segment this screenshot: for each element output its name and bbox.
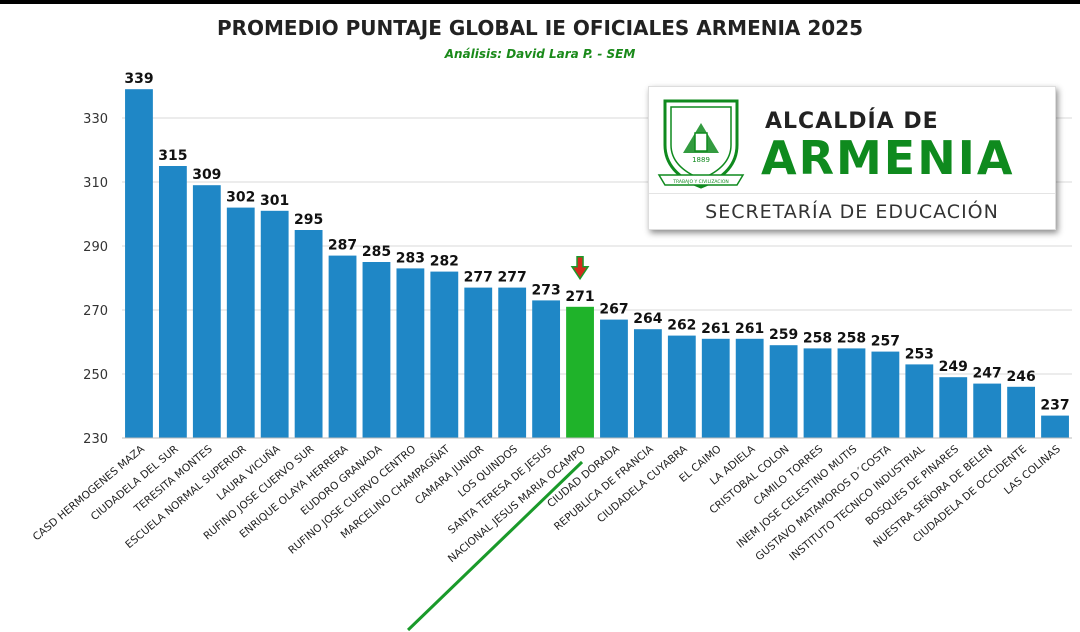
bar	[769, 345, 798, 438]
data-label: 271	[565, 289, 594, 305]
chart-subtitle: Análisis: David Lara P. - SEM	[444, 47, 636, 61]
data-label: 301	[260, 193, 289, 209]
y-tick-label: 250	[83, 368, 108, 383]
data-label: 261	[701, 321, 730, 337]
logo-line2: ARMENIA	[761, 131, 1015, 185]
y-tick-label: 290	[83, 240, 108, 255]
bar	[498, 287, 527, 438]
bar	[362, 262, 391, 438]
arrow-down-icon	[570, 256, 590, 281]
bar	[837, 348, 866, 438]
bar	[600, 319, 628, 438]
data-label: 282	[430, 254, 459, 270]
logo-divider	[649, 193, 1055, 194]
data-label: 339	[124, 71, 153, 87]
data-label: 257	[871, 334, 900, 350]
data-label: 287	[328, 238, 357, 254]
bar	[905, 364, 934, 438]
data-label: 237	[1040, 398, 1069, 414]
data-label: 277	[464, 270, 493, 286]
data-label: 247	[973, 366, 1002, 382]
data-label: 273	[531, 282, 560, 298]
data-label: 283	[396, 250, 425, 266]
data-label: 253	[905, 346, 934, 362]
highlight-underline	[406, 460, 584, 632]
bar	[1007, 386, 1036, 438]
bar-highlight	[566, 306, 594, 438]
data-label: 309	[192, 167, 221, 183]
bar	[803, 348, 832, 438]
bar	[260, 210, 289, 438]
shield-year: 1889	[692, 156, 710, 164]
data-label: 258	[803, 330, 832, 346]
bar	[396, 268, 425, 438]
y-tick-label: 230	[83, 432, 108, 447]
data-label: 259	[769, 327, 798, 343]
bar	[464, 287, 493, 438]
bar	[939, 377, 968, 438]
bar	[532, 300, 561, 438]
bar	[430, 271, 459, 438]
data-label: 267	[599, 302, 628, 318]
bar	[701, 338, 730, 438]
alcaldia-logo: 1889 TRABAJO Y CIVILIZACION ALCALDÍA DE …	[648, 86, 1056, 230]
data-label: 264	[633, 311, 662, 327]
data-label: 262	[667, 318, 696, 334]
bar	[158, 166, 187, 438]
bar	[294, 230, 323, 438]
data-label: 315	[158, 148, 187, 164]
logo-line1: ALCALDÍA DE	[765, 109, 939, 134]
y-tick-label: 270	[83, 304, 108, 319]
data-label: 246	[1006, 369, 1035, 385]
chart-title: PROMEDIO PUNTAJE GLOBAL IE OFICIALES ARM…	[216, 16, 864, 40]
bar	[125, 89, 153, 438]
bar	[633, 329, 662, 438]
bar	[1041, 415, 1069, 438]
bar	[192, 185, 221, 438]
top-border	[0, 0, 1080, 4]
y-tick-label: 330	[83, 112, 108, 127]
data-label: 258	[837, 330, 866, 346]
bar	[226, 207, 255, 438]
bar	[735, 338, 764, 438]
bar	[973, 383, 1002, 438]
bar	[667, 335, 696, 438]
data-label: 285	[362, 244, 391, 260]
data-label: 302	[226, 190, 255, 206]
data-label: 277	[498, 270, 527, 286]
data-label: 261	[735, 321, 764, 337]
logo-line3: SECRETARÍA DE EDUCACIÓN	[705, 201, 999, 223]
bar	[871, 351, 900, 438]
shield-icon: 1889 TRABAJO Y CIVILIZACION	[657, 99, 745, 189]
shield-motto: TRABAJO Y CIVILIZACION	[672, 179, 729, 185]
data-label: 295	[294, 212, 323, 228]
bar	[328, 255, 357, 438]
y-tick-label: 310	[83, 176, 108, 191]
data-label: 249	[939, 359, 968, 375]
